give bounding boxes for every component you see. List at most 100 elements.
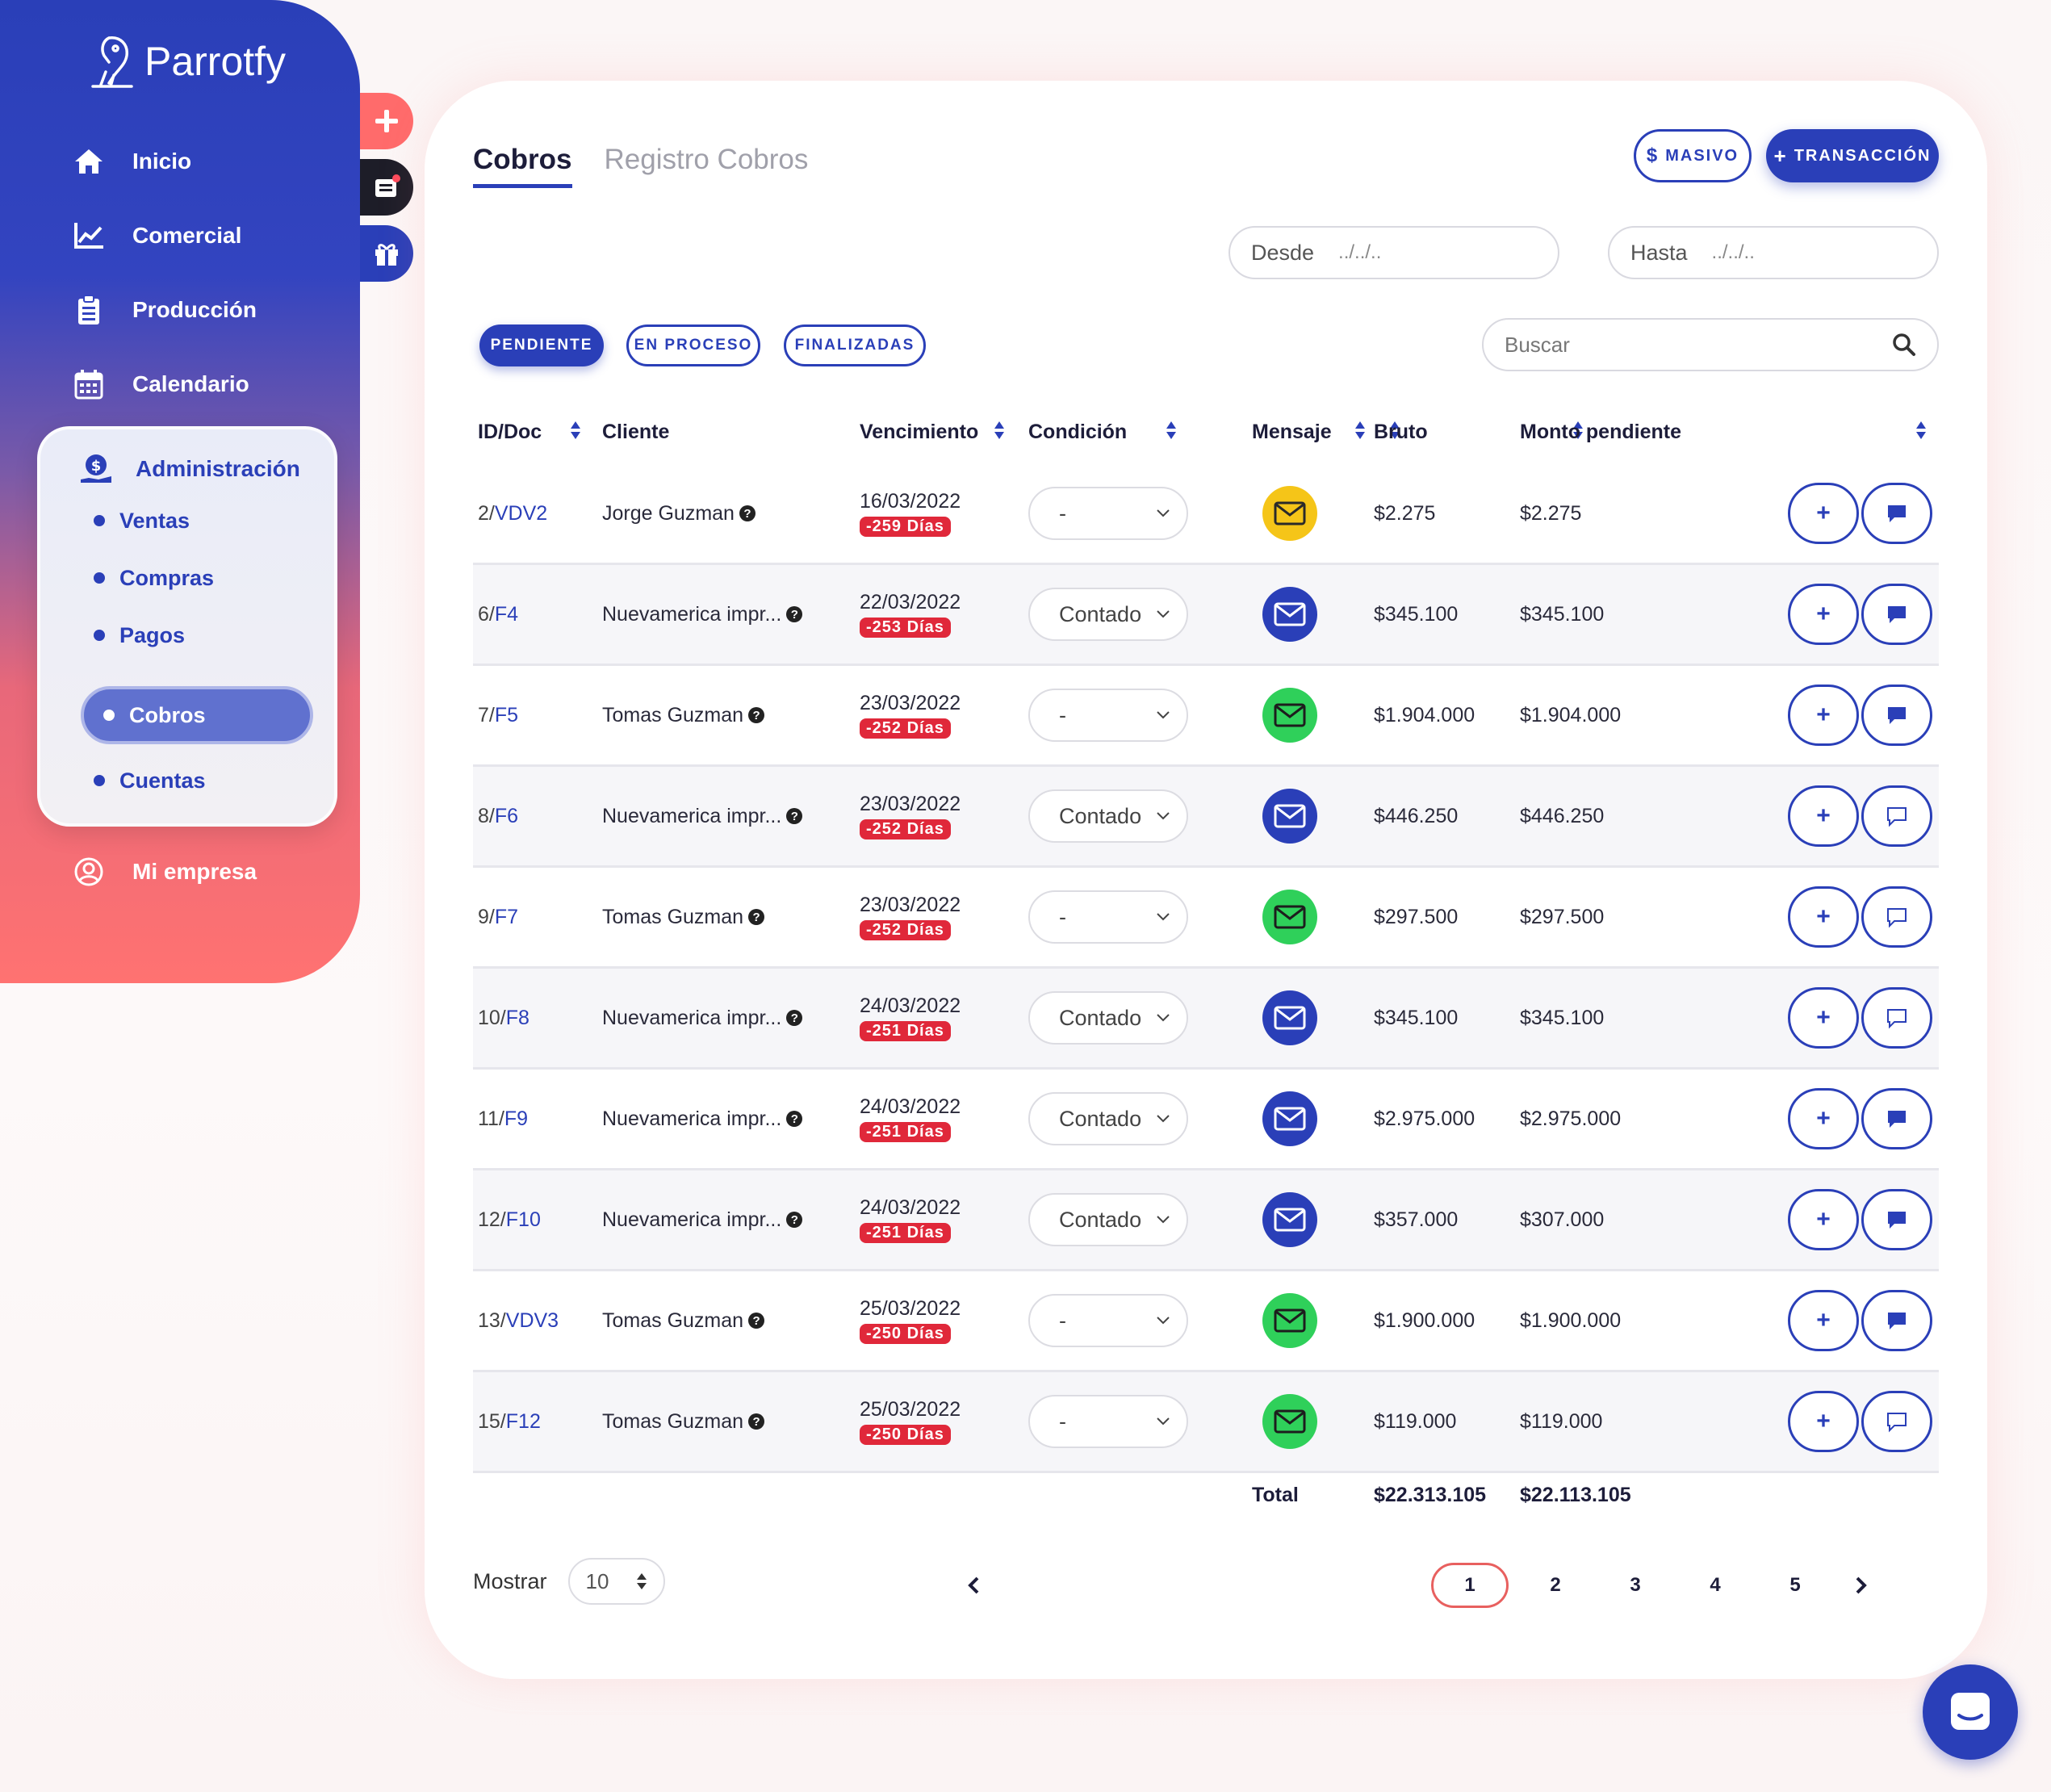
quick-add-button[interactable]	[360, 93, 413, 149]
sidebar-subitem-ventas[interactable]: Ventas	[94, 502, 190, 539]
comment-button[interactable]	[1861, 483, 1932, 544]
comment-button[interactable]	[1861, 1290, 1932, 1351]
comment-button[interactable]	[1861, 987, 1932, 1049]
quick-gift-button[interactable]	[360, 225, 413, 282]
add-payment-button[interactable]: +	[1788, 1189, 1859, 1250]
add-payment-button[interactable]: +	[1788, 1391, 1859, 1452]
comment-button[interactable]	[1861, 1189, 1932, 1250]
sort-icon[interactable]	[1166, 421, 1177, 440]
condicion-select[interactable]: -	[1028, 1395, 1188, 1448]
send-email-button[interactable]	[1262, 789, 1317, 844]
comment-button[interactable]	[1861, 685, 1932, 746]
send-email-button[interactable]	[1262, 688, 1317, 743]
add-payment-button[interactable]: +	[1788, 1290, 1859, 1351]
filter-finalizadas[interactable]: FINALIZADAS	[784, 324, 926, 366]
condicion-select[interactable]: Contado	[1028, 588, 1188, 641]
question-circle-icon[interactable]: ?	[748, 707, 765, 723]
add-payment-button[interactable]: +	[1788, 785, 1859, 847]
comment-button[interactable]	[1861, 1391, 1932, 1452]
search-icon[interactable]	[1892, 333, 1916, 357]
question-circle-icon[interactable]: ?	[739, 505, 756, 521]
sidebar-item-calendario[interactable]: Calendario	[73, 360, 249, 408]
sidebar-subitem-compras[interactable]: Compras	[94, 559, 214, 597]
condicion-select[interactable]: Contado	[1028, 1092, 1188, 1145]
page-3-button[interactable]: 3	[1630, 1574, 1641, 1596]
send-email-button[interactable]	[1262, 990, 1317, 1045]
add-payment-button[interactable]: +	[1788, 483, 1859, 544]
table-row[interactable]: 12/F10 Nuevamerica impr...? 24/03/2022 -251…	[473, 1170, 1939, 1271]
tab-cobros[interactable]: Cobros	[473, 144, 572, 188]
transaccion-button[interactable]: + TRANSACCIÓN	[1766, 129, 1939, 182]
sort-icon[interactable]	[1572, 421, 1584, 440]
page-5-button[interactable]: 5	[1789, 1574, 1801, 1596]
page-4-button[interactable]: 4	[1710, 1574, 1721, 1596]
question-circle-icon[interactable]: ?	[786, 808, 803, 824]
question-circle-icon[interactable]: ?	[786, 1111, 803, 1127]
question-circle-icon[interactable]: ?	[748, 909, 765, 925]
question-circle-icon[interactable]: ?	[786, 606, 803, 622]
condicion-select[interactable]: -	[1028, 487, 1188, 540]
header-mensaje[interactable]: Mensaje	[1252, 420, 1332, 443]
filter-en-proceso[interactable]: EN PROCESO	[626, 324, 760, 366]
table-row[interactable]: 9/F7 Tomas Guzman? 23/03/2022 -252 Días - $29…	[473, 868, 1939, 969]
doc-link[interactable]: F5	[494, 703, 519, 726]
tab-registro-cobros[interactable]: Registro Cobros	[604, 144, 809, 175]
hasta-date-field[interactable]: Hasta ../../..	[1608, 226, 1939, 279]
add-payment-button[interactable]: +	[1788, 987, 1859, 1049]
condicion-select[interactable]: Contado	[1028, 991, 1188, 1045]
add-payment-button[interactable]: +	[1788, 886, 1859, 948]
doc-link[interactable]: VDV2	[494, 501, 548, 525]
add-payment-button[interactable]: +	[1788, 685, 1859, 746]
doc-link[interactable]: F6	[494, 804, 519, 827]
table-row[interactable]: 11/F9 Nuevamerica impr...? 24/03/2022 -251 …	[473, 1070, 1939, 1170]
header-monto-pendiente[interactable]: Monto pendiente	[1520, 420, 1681, 443]
table-row[interactable]: 6/F4 Nuevamerica impr...? 22/03/2022 -253 D…	[473, 565, 1939, 666]
comment-button[interactable]	[1861, 1088, 1932, 1149]
search-input[interactable]: Buscar	[1482, 318, 1939, 371]
header-cliente[interactable]: Cliente	[602, 420, 670, 443]
sidebar-item-inicio[interactable]: Inicio	[73, 137, 191, 186]
question-circle-icon[interactable]: ?	[748, 1313, 765, 1329]
sidebar-subitem-cuentas[interactable]: Cuentas	[94, 762, 206, 799]
table-row[interactable]: 10/F8 Nuevamerica impr...? 24/03/2022 -251 …	[473, 969, 1939, 1070]
doc-link[interactable]: F9	[504, 1107, 529, 1130]
header-bruto[interactable]: Bruto	[1374, 420, 1428, 443]
comment-button[interactable]	[1861, 785, 1932, 847]
doc-link[interactable]: F4	[494, 602, 519, 626]
comment-button[interactable]	[1861, 584, 1932, 645]
doc-link[interactable]: F12	[505, 1409, 541, 1433]
send-email-button[interactable]	[1262, 890, 1317, 944]
header-id-doc[interactable]: ID/Doc	[478, 420, 542, 443]
desde-date-field[interactable]: Desde ../../..	[1229, 226, 1559, 279]
condicion-select[interactable]: -	[1028, 689, 1188, 742]
doc-link[interactable]: F10	[505, 1208, 541, 1231]
filter-pendiente[interactable]: PENDIENTE	[479, 324, 604, 366]
question-circle-icon[interactable]: ?	[786, 1010, 803, 1026]
table-row[interactable]: 8/F6 Nuevamerica impr...? 23/03/2022 -252 D…	[473, 767, 1939, 868]
question-circle-icon[interactable]: ?	[748, 1413, 765, 1430]
question-circle-icon[interactable]: ?	[786, 1212, 803, 1228]
send-email-button[interactable]	[1262, 1091, 1317, 1146]
table-row[interactable]: 13/VDV3 Tomas Guzman? 25/03/2022 -250 Días -…	[473, 1271, 1939, 1372]
send-email-button[interactable]	[1262, 1192, 1317, 1247]
page-1-button[interactable]: 1	[1431, 1563, 1509, 1608]
sidebar-item-comercial[interactable]: Comercial	[73, 211, 241, 260]
sort-icon[interactable]	[570, 421, 581, 440]
next-page-button[interactable]	[1845, 1563, 1877, 1608]
page-size-select[interactable]: 10	[567, 1558, 665, 1605]
table-row[interactable]: 2/VDV2 Jorge Guzman? 16/03/2022 -259 Días - $…	[473, 464, 1939, 565]
prev-page-button[interactable]	[957, 1563, 990, 1608]
header-vencimiento[interactable]: Vencimiento	[860, 420, 979, 443]
comment-button[interactable]	[1861, 886, 1932, 948]
sort-icon[interactable]	[1389, 421, 1400, 440]
table-row[interactable]: 7/F5 Tomas Guzman? 23/03/2022 -252 Días - $1.…	[473, 666, 1939, 767]
condicion-select[interactable]: Contado	[1028, 1193, 1188, 1246]
header-condicion[interactable]: Condición	[1028, 420, 1128, 443]
add-payment-button[interactable]: +	[1788, 584, 1859, 645]
doc-link[interactable]: VDV3	[505, 1308, 559, 1332]
send-email-button[interactable]	[1262, 587, 1317, 642]
doc-link[interactable]: F8	[505, 1006, 529, 1029]
page-2-button[interactable]: 2	[1550, 1574, 1561, 1596]
condicion-select[interactable]: -	[1028, 890, 1188, 944]
condicion-select[interactable]: Contado	[1028, 789, 1188, 843]
